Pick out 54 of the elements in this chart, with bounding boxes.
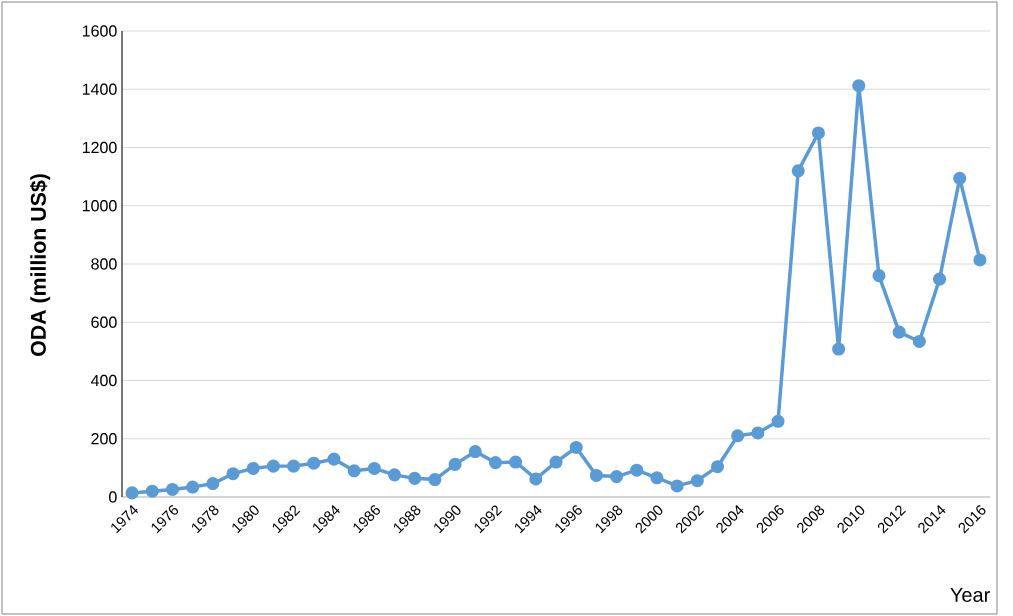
point xyxy=(266,459,280,473)
point xyxy=(933,272,947,286)
point xyxy=(953,171,967,185)
y-axis-title: ODA (million US$) xyxy=(29,174,51,356)
point xyxy=(852,79,866,93)
y-tick-label: 400 xyxy=(90,374,117,387)
point xyxy=(145,484,159,498)
point xyxy=(731,429,745,443)
point xyxy=(710,460,725,474)
y-tick-label: 800 xyxy=(91,258,117,270)
point xyxy=(307,456,321,470)
y-tick-label: 600 xyxy=(91,316,117,328)
point xyxy=(509,455,523,469)
point xyxy=(165,482,180,496)
point xyxy=(186,480,200,494)
point xyxy=(751,426,765,440)
point xyxy=(690,474,704,488)
point xyxy=(811,126,825,140)
point xyxy=(832,342,846,356)
point xyxy=(589,468,603,482)
point xyxy=(610,470,624,484)
point xyxy=(226,467,240,481)
point xyxy=(670,479,684,493)
point xyxy=(529,472,543,486)
point xyxy=(630,463,644,477)
point xyxy=(569,440,583,455)
point xyxy=(347,464,361,478)
point xyxy=(912,334,926,348)
y-tick-label: 1000 xyxy=(82,200,117,212)
point xyxy=(973,253,987,267)
point xyxy=(387,468,402,482)
point xyxy=(872,269,886,283)
x-axis-title: Year xyxy=(950,588,990,602)
y-tick-label: 1200 xyxy=(82,141,117,154)
point xyxy=(771,414,785,428)
point xyxy=(367,461,381,475)
y-tick-label: 1600 xyxy=(82,25,117,37)
y-tick-label: 200 xyxy=(91,433,117,445)
y-tick-label: 1400 xyxy=(82,83,117,95)
point xyxy=(650,471,664,485)
point xyxy=(287,459,301,473)
point xyxy=(488,456,502,470)
point xyxy=(892,325,906,339)
point xyxy=(327,452,341,466)
y-tick-label: 0 xyxy=(109,491,117,503)
point xyxy=(125,486,139,500)
point xyxy=(448,457,462,471)
point xyxy=(791,164,805,178)
point xyxy=(468,445,482,459)
point xyxy=(206,477,220,491)
point xyxy=(428,472,442,487)
point xyxy=(408,471,422,485)
point xyxy=(246,461,260,475)
point xyxy=(549,455,563,469)
